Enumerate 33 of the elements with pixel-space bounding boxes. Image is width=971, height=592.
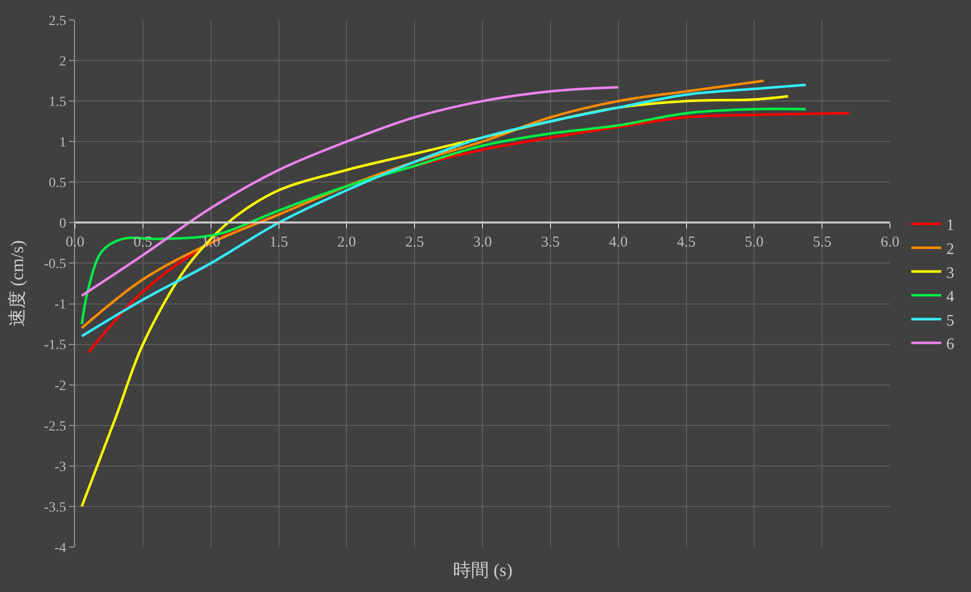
legend-label: 2 (946, 240, 954, 258)
x-tick-label: 1.5 (269, 234, 288, 251)
y-tick-label: 2.5 (48, 14, 66, 29)
legend-label: 5 (946, 312, 954, 330)
legend-label: 4 (946, 288, 954, 306)
y-tick-label: -3 (54, 460, 66, 475)
y-axis-title: 速度 (cm/s) (7, 240, 28, 327)
x-axis-title: 時間 (s) (453, 560, 512, 580)
legend-label: 1 (946, 217, 954, 234)
x-tick-label: 2.5 (405, 234, 424, 251)
x-tick-label: 4.5 (676, 234, 696, 251)
x-tick-label: 3.5 (541, 234, 560, 251)
y-tick-label: 2 (59, 54, 66, 70)
legend-label: 6 (946, 336, 954, 354)
x-tick-label: 4.0 (608, 234, 628, 251)
x-tick-label: 6.0 (880, 234, 900, 251)
y-tick-label: -1 (54, 298, 66, 313)
y-tick-label: -4 (54, 540, 66, 556)
y-tick-label: -2 (54, 378, 66, 394)
y-tick-label: -3.5 (44, 500, 66, 516)
legend-label: 3 (946, 264, 954, 282)
x-tick-label: 5.0 (744, 234, 764, 251)
x-tick-label: 0.5 (134, 234, 152, 251)
y-tick-label: 1.5 (48, 94, 66, 110)
x-tick-label: 3.0 (473, 234, 492, 251)
y-tick-label: 0.5 (48, 176, 66, 192)
y-tick-label: 0 (59, 216, 66, 232)
y-tick-label: -0.5 (44, 257, 66, 272)
x-tick-label: 2.0 (337, 234, 356, 251)
y-tick-label: -1.5 (44, 338, 66, 354)
y-tick-label: 1 (59, 136, 66, 151)
x-tick-label: 5.5 (812, 234, 832, 251)
y-tick-label: -2.5 (44, 419, 66, 434)
